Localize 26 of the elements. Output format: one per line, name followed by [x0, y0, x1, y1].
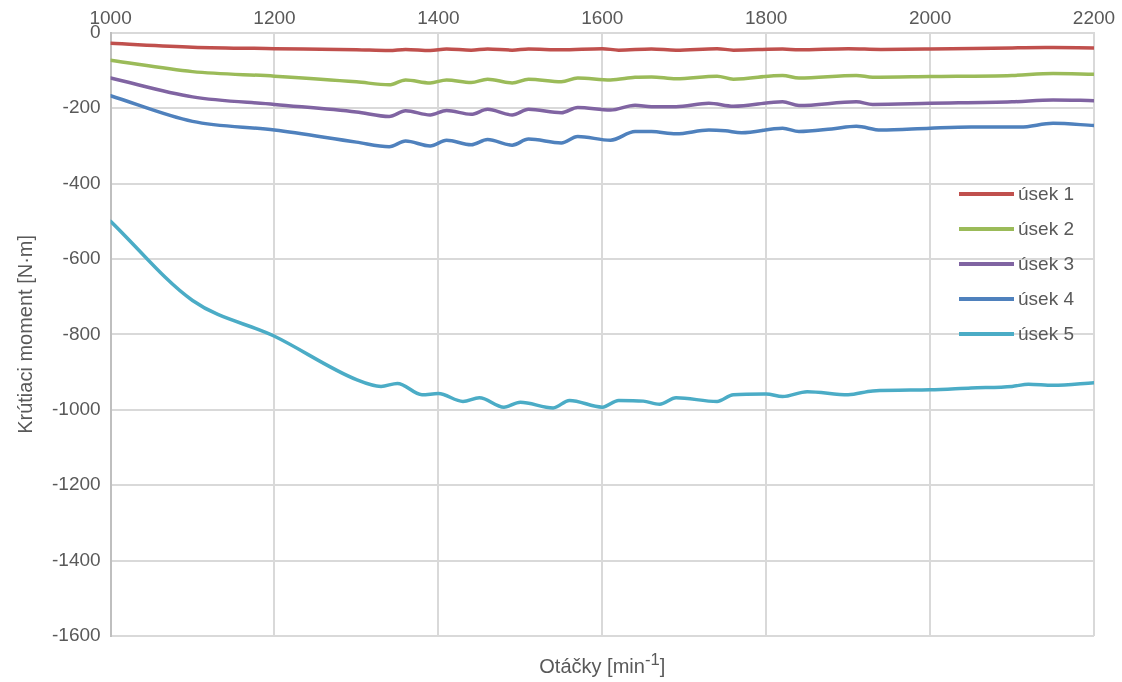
x-tick-label: 2200	[1072, 6, 1116, 28]
y-tick-label: -1200	[51, 473, 101, 495]
legend-label: úsek 5	[1018, 323, 1074, 346]
x-tick-label: 1800	[745, 6, 788, 28]
y-tick-label: -1600	[51, 624, 101, 646]
y-axis-title: Krútiaci moment [N·m]	[13, 234, 36, 434]
y-tick-label: -200	[62, 96, 101, 118]
y-tick-label: -1400	[51, 548, 101, 570]
line-series	[110, 41, 1094, 53]
legend-label: úsek 2	[1018, 218, 1074, 241]
line-series	[110, 219, 1094, 410]
y-tick-label: -1000	[51, 398, 101, 420]
line-series	[110, 94, 1094, 149]
line-series	[110, 76, 1094, 119]
x-tick-label: 1400	[417, 6, 460, 28]
line-series	[110, 58, 1094, 87]
legend-label: úsek 1	[1018, 183, 1074, 206]
legend-label: úsek 3	[1018, 253, 1074, 276]
y-tick-label: -400	[62, 171, 101, 193]
x-tick-label: 2000	[908, 6, 952, 28]
x-axis-title: Otáčky [min$^{-1}$]	[538, 650, 667, 678]
y-tick-label: -600	[62, 247, 101, 269]
y-tick-label: -800	[62, 322, 101, 344]
legend-label: úsek 4	[1018, 288, 1074, 311]
x-tick-label: 1600	[581, 6, 624, 28]
x-tick-label: 1200	[253, 6, 296, 28]
